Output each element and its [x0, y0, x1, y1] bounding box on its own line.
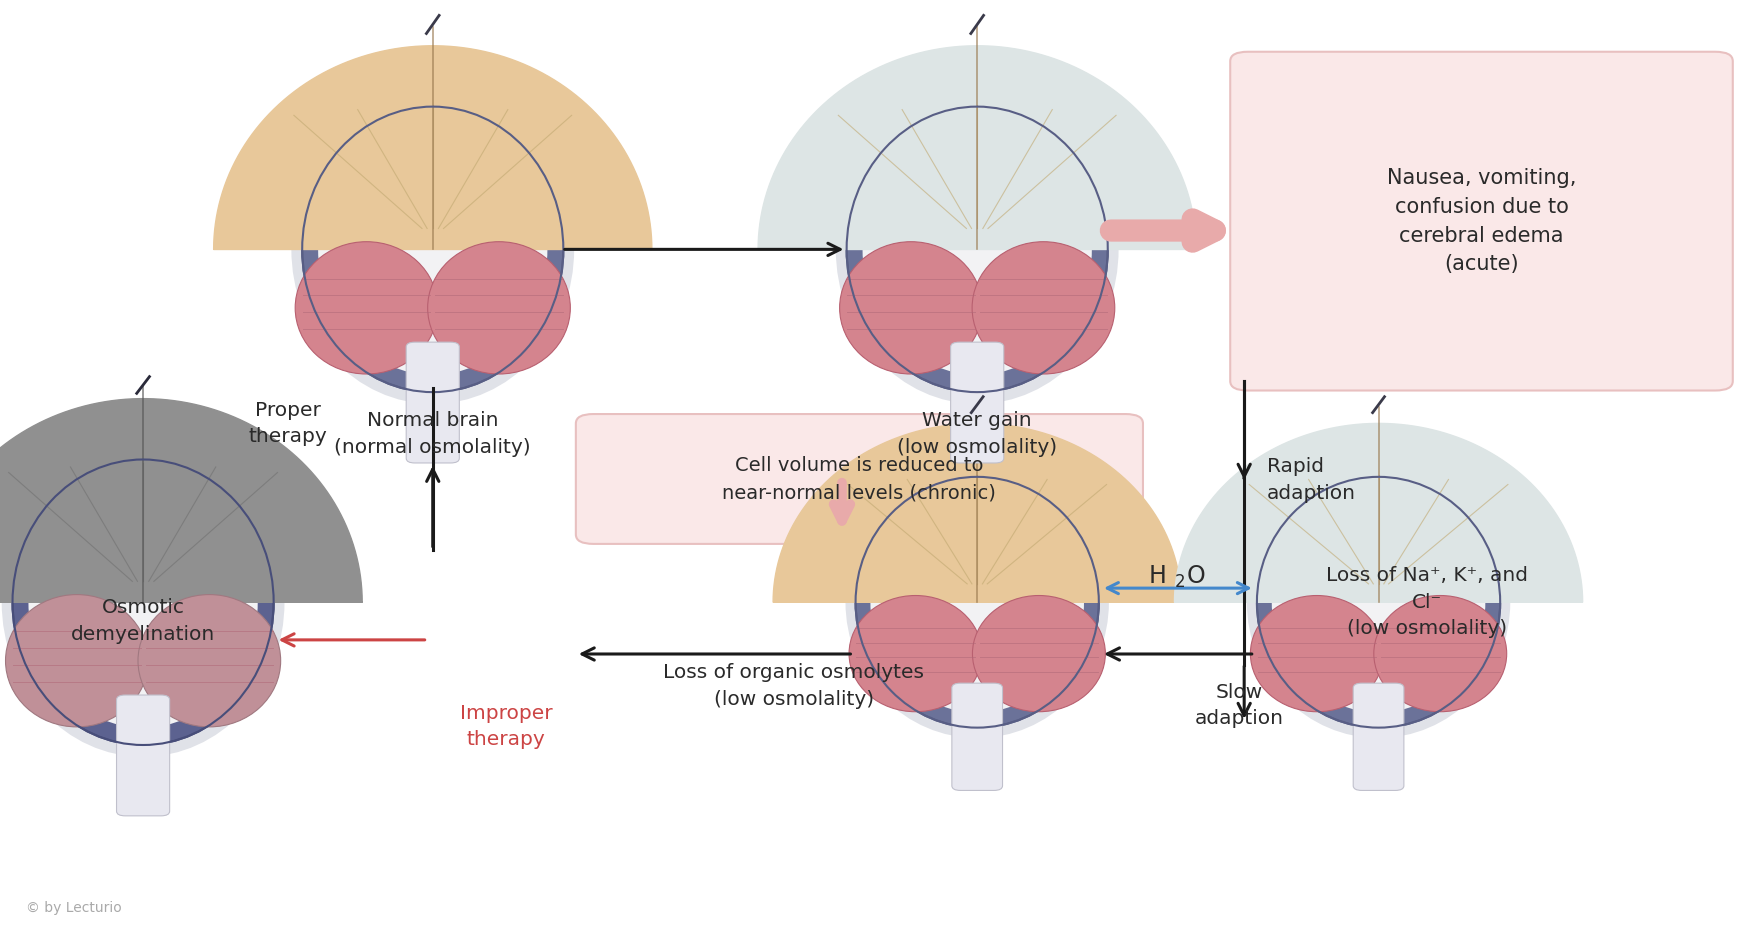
- FancyBboxPatch shape: [951, 343, 1003, 463]
- Text: Rapid
adaption: Rapid adaption: [1267, 457, 1356, 502]
- Polygon shape: [773, 423, 1181, 602]
- Text: Water gain
(low osmolality): Water gain (low osmolality): [897, 411, 1057, 456]
- Ellipse shape: [1256, 477, 1501, 727]
- Text: Osmotic
demyelination: Osmotic demyelination: [72, 598, 215, 644]
- FancyBboxPatch shape: [951, 683, 1003, 790]
- FancyArrowPatch shape: [426, 470, 440, 547]
- Ellipse shape: [291, 95, 574, 404]
- Ellipse shape: [1248, 467, 1509, 738]
- Ellipse shape: [295, 242, 438, 374]
- Ellipse shape: [428, 242, 571, 374]
- Text: 2: 2: [1174, 573, 1185, 592]
- Ellipse shape: [839, 242, 982, 374]
- Ellipse shape: [318, 124, 548, 375]
- FancyBboxPatch shape: [1230, 52, 1733, 391]
- Ellipse shape: [855, 477, 1099, 727]
- FancyBboxPatch shape: [117, 695, 169, 816]
- Ellipse shape: [846, 467, 1108, 738]
- FancyArrowPatch shape: [1237, 666, 1251, 715]
- FancyArrowPatch shape: [583, 648, 850, 660]
- FancyBboxPatch shape: [407, 343, 459, 463]
- Ellipse shape: [836, 95, 1119, 404]
- Ellipse shape: [846, 106, 1108, 392]
- FancyArrowPatch shape: [1108, 582, 1248, 594]
- Ellipse shape: [12, 459, 274, 745]
- Ellipse shape: [862, 124, 1092, 375]
- Text: Proper
therapy: Proper therapy: [248, 401, 328, 446]
- Polygon shape: [0, 399, 363, 602]
- FancyArrowPatch shape: [1237, 464, 1251, 478]
- FancyArrowPatch shape: [1108, 648, 1251, 660]
- Ellipse shape: [28, 477, 258, 727]
- Ellipse shape: [871, 492, 1084, 712]
- Ellipse shape: [5, 595, 148, 726]
- Text: © by Lecturio: © by Lecturio: [26, 901, 122, 915]
- Text: O: O: [1187, 564, 1206, 588]
- Ellipse shape: [138, 595, 281, 726]
- Text: Slow
adaption: Slow adaption: [1194, 683, 1284, 728]
- Ellipse shape: [850, 596, 982, 711]
- FancyBboxPatch shape: [576, 414, 1143, 544]
- Ellipse shape: [1373, 596, 1506, 711]
- Ellipse shape: [1251, 596, 1384, 711]
- Text: Improper
therapy: Improper therapy: [459, 704, 553, 749]
- Polygon shape: [757, 46, 1197, 249]
- Ellipse shape: [972, 242, 1115, 374]
- FancyBboxPatch shape: [1352, 683, 1405, 790]
- Text: Cell volume is reduced to
near-normal levels (chronic): Cell volume is reduced to near-normal le…: [722, 455, 996, 502]
- FancyArrowPatch shape: [565, 244, 839, 255]
- FancyArrowPatch shape: [834, 483, 850, 520]
- Ellipse shape: [972, 596, 1105, 711]
- Ellipse shape: [1272, 492, 1485, 712]
- Text: Nausea, vomiting,
confusion due to
cerebral edema
(acute): Nausea, vomiting, confusion due to cereb…: [1387, 167, 1576, 275]
- Ellipse shape: [302, 106, 564, 392]
- Text: H: H: [1148, 564, 1166, 588]
- Polygon shape: [1174, 423, 1583, 602]
- FancyArrowPatch shape: [283, 634, 424, 646]
- Ellipse shape: [2, 448, 284, 757]
- Text: Loss of organic osmolytes
(low osmolality): Loss of organic osmolytes (low osmolalit…: [663, 663, 925, 709]
- Polygon shape: [213, 46, 653, 249]
- Text: Normal brain
(normal osmolality): Normal brain (normal osmolality): [335, 411, 530, 456]
- Text: Loss of Na⁺, K⁺, and
Cl⁻
(low osmolality): Loss of Na⁺, K⁺, and Cl⁻ (low osmolality…: [1326, 566, 1529, 638]
